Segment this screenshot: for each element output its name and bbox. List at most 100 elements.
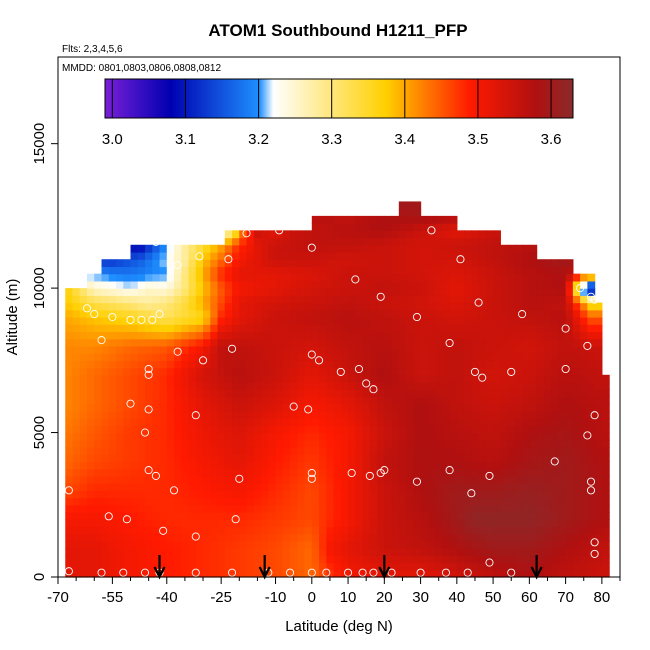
- field-cell: [471, 345, 480, 354]
- field-cell: [159, 562, 168, 571]
- sample-point: [122, 515, 131, 524]
- field-cell: [188, 324, 197, 333]
- field-cell: [529, 403, 538, 412]
- field-cell: [514, 345, 523, 354]
- field-cell: [529, 382, 538, 390]
- field-cell: [282, 324, 291, 333]
- field-cell: [355, 410, 364, 419]
- field-cell: [188, 475, 197, 484]
- field-cell: [355, 504, 364, 513]
- field-cell: [253, 389, 262, 398]
- field-cell: [326, 569, 335, 578]
- field-cell: [507, 548, 516, 556]
- dates-label: MMDD: 0801,0803,0806,0808,0812: [62, 63, 221, 74]
- field-cell: [340, 447, 349, 455]
- field-cell: [442, 273, 451, 282]
- field-cell: [137, 562, 146, 571]
- sample-point: [140, 428, 150, 437]
- field-cell: [203, 360, 211, 369]
- field-cell: [210, 302, 219, 311]
- field-cell: [384, 562, 393, 571]
- field-cell: [261, 410, 269, 419]
- field-cell: [319, 295, 327, 304]
- field-cell: [297, 331, 306, 340]
- field-cell: [217, 367, 226, 376]
- field-cell: [195, 338, 204, 347]
- field-cell: [355, 223, 364, 231]
- field-cell: [500, 273, 509, 282]
- field-cell: [130, 526, 139, 535]
- field-cell: [79, 483, 88, 491]
- field-cell: [427, 302, 436, 311]
- field-cell: [195, 533, 204, 542]
- field-cell: [246, 338, 255, 347]
- field-cell: [536, 461, 545, 470]
- field-cell: [116, 454, 124, 463]
- field-cell: [145, 526, 153, 535]
- field-cell: [94, 533, 103, 542]
- field-cell: [319, 389, 327, 398]
- field-cell: [522, 454, 530, 463]
- field-cell: [507, 252, 516, 260]
- field-cell: [485, 447, 494, 455]
- field-cell: [558, 403, 567, 412]
- field-cell: [406, 223, 414, 231]
- field-cell: [217, 295, 226, 304]
- field-cell: [348, 252, 356, 260]
- field-cell: [304, 504, 313, 513]
- field-cell: [471, 280, 480, 289]
- field-cell: [442, 317, 451, 325]
- field-cell: [166, 259, 175, 268]
- field-cell: [290, 331, 298, 340]
- field-cell: [145, 533, 153, 542]
- field-cell: [333, 562, 342, 571]
- field-cell: [543, 353, 552, 361]
- field-cell: [319, 490, 327, 499]
- sample-point: [126, 399, 135, 408]
- field-cell: [355, 302, 364, 311]
- field-cell: [174, 309, 182, 318]
- field-cell: [420, 454, 429, 463]
- field-cell: [152, 396, 161, 405]
- field-cell: [275, 569, 284, 578]
- field-cell: [493, 345, 501, 354]
- field-cell: [101, 266, 110, 275]
- field-cell: [478, 569, 487, 578]
- field-cell: [427, 382, 436, 390]
- field-cell: [130, 266, 139, 275]
- field-cell: [587, 382, 596, 390]
- field-cell: [427, 288, 436, 296]
- field-cell: [210, 374, 219, 383]
- field-cell: [427, 403, 436, 412]
- field-cell: [123, 548, 132, 556]
- field-cell: [514, 533, 523, 542]
- field-cell: [362, 475, 371, 484]
- field-cell: [116, 540, 124, 549]
- field-cell: [65, 317, 74, 325]
- field-cell: [108, 461, 117, 470]
- field-cell: [217, 475, 226, 484]
- field-cell: [145, 309, 153, 318]
- field-cell: [565, 555, 574, 564]
- field-cell: [275, 447, 284, 455]
- field-cell: [449, 432, 458, 441]
- field-cell: [529, 273, 538, 282]
- field-cell: [594, 396, 603, 405]
- field-cell: [253, 569, 262, 578]
- field-cell: [362, 447, 371, 455]
- field-cell: [166, 396, 175, 405]
- field-cell: [116, 555, 124, 564]
- field-cell: [217, 519, 226, 528]
- field-cell: [536, 490, 545, 499]
- field-cell: [485, 266, 494, 275]
- field-cell: [130, 439, 139, 448]
- field-cell: [166, 288, 175, 296]
- field-cell: [145, 273, 153, 282]
- field-cell: [514, 259, 523, 268]
- field-cell: [384, 317, 393, 325]
- field-cell: [471, 475, 480, 484]
- field-cell: [398, 266, 407, 275]
- field-cell: [87, 540, 95, 549]
- sample-point: [507, 568, 516, 577]
- field-cell: [587, 512, 596, 520]
